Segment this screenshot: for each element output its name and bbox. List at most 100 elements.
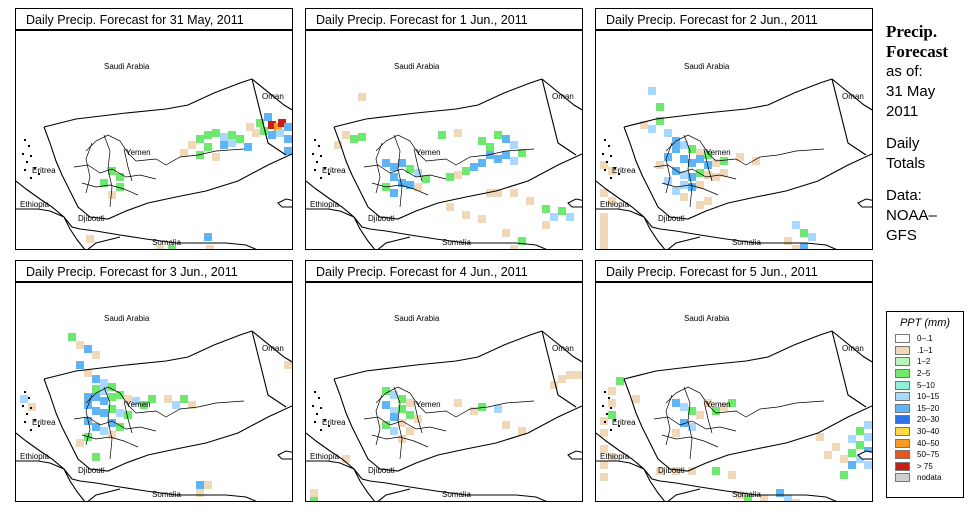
panel-title: Daily Precip. Forecast for 2 Jun., 2011 bbox=[595, 8, 873, 30]
precip-cell bbox=[382, 401, 390, 409]
island-dot bbox=[314, 169, 316, 171]
yemen-gov-2 bbox=[363, 416, 447, 432]
precip-cell bbox=[390, 163, 398, 171]
island-dot bbox=[618, 425, 620, 427]
yemen-gov-5 bbox=[371, 182, 429, 196]
precip-cell bbox=[422, 175, 430, 183]
precip-cell bbox=[566, 213, 574, 221]
precip-cell bbox=[856, 427, 864, 435]
island-dot bbox=[320, 407, 322, 409]
precip-cell bbox=[816, 433, 824, 441]
precip-cell bbox=[518, 149, 526, 157]
legend-item: 40–50 bbox=[887, 437, 963, 449]
legend-swatch bbox=[895, 461, 910, 471]
precip-cell bbox=[204, 131, 212, 139]
island-dot bbox=[604, 169, 606, 171]
legend-item: 10–15 bbox=[887, 391, 963, 403]
island-dot bbox=[38, 173, 40, 175]
yemen-gov-2 bbox=[363, 164, 447, 180]
precip-cell bbox=[220, 141, 228, 149]
precip-cell bbox=[292, 131, 293, 139]
precip-cell bbox=[116, 183, 124, 191]
legend-item: 2–5 bbox=[887, 368, 963, 380]
djibouti-border bbox=[643, 468, 666, 501]
island-dot bbox=[602, 153, 604, 155]
precip-cell bbox=[680, 419, 688, 427]
country-label-djibouti: Djibouti bbox=[78, 214, 105, 223]
island-dot bbox=[610, 155, 612, 157]
precip-cell bbox=[196, 489, 204, 497]
precip-cell bbox=[656, 103, 664, 111]
country-label-oman: Oman bbox=[262, 344, 284, 353]
yemen-coast bbox=[43, 126, 292, 220]
saudi-border bbox=[333, 78, 543, 128]
precip-cell bbox=[276, 129, 284, 137]
djibouti-border bbox=[63, 216, 86, 249]
precip-cell bbox=[470, 407, 478, 415]
island-dot bbox=[24, 139, 26, 141]
panel-title: Daily Precip. Forecast for 31 May, 2011 bbox=[15, 8, 293, 30]
map-area: Saudi Arabia Oman Yemen Eritrea Ethiopia Djib… bbox=[595, 282, 873, 502]
precip-cell bbox=[510, 245, 518, 249]
country-label-somalia: Somalia bbox=[152, 490, 181, 499]
country-label-somalia: Somalia bbox=[442, 238, 471, 247]
yemen-gov-6 bbox=[85, 394, 93, 446]
oman-border bbox=[831, 78, 872, 111]
precip-cell bbox=[688, 423, 696, 431]
yemen-gov-3 bbox=[393, 386, 403, 460]
map-boundaries bbox=[16, 330, 292, 501]
precip-cell bbox=[680, 181, 688, 189]
precip-cell bbox=[672, 145, 680, 153]
precip-cell bbox=[616, 377, 624, 385]
precip-cell bbox=[462, 167, 470, 175]
island-dot bbox=[312, 153, 314, 155]
precip-cell bbox=[188, 401, 196, 409]
precip-cell bbox=[656, 117, 664, 125]
precip-cell bbox=[116, 423, 124, 431]
africa-coast bbox=[596, 180, 837, 249]
island-dot bbox=[316, 413, 318, 415]
island-dot bbox=[606, 161, 608, 163]
djibouti-border bbox=[353, 468, 376, 501]
precip-cell bbox=[108, 167, 116, 175]
precip-cell bbox=[840, 471, 848, 479]
precip-cell bbox=[744, 495, 752, 501]
island-dot bbox=[34, 167, 36, 169]
djibouti-border bbox=[643, 216, 666, 249]
legend-label: 20–30 bbox=[917, 415, 940, 425]
precip-cell bbox=[864, 421, 872, 429]
precip-cell bbox=[632, 395, 640, 403]
data-source-line-1: Data: bbox=[886, 187, 922, 204]
precip-cell bbox=[688, 145, 696, 153]
precip-cell bbox=[704, 171, 712, 179]
precip-cell bbox=[212, 153, 220, 161]
map-area: Saudi Arabia Oman Yemen Eritrea Ethiopia Djib… bbox=[305, 282, 583, 502]
precip-cell bbox=[502, 421, 510, 429]
yemen-coast bbox=[43, 378, 292, 472]
island-dot bbox=[30, 177, 32, 179]
precip-cell bbox=[704, 151, 712, 159]
country-label-djibouti: Djibouti bbox=[78, 466, 105, 475]
precip-cell bbox=[784, 237, 792, 245]
country-label-oman: Oman bbox=[842, 344, 864, 353]
precip-cell bbox=[454, 129, 462, 137]
precip-cell bbox=[680, 171, 688, 179]
precip-cell bbox=[246, 123, 254, 131]
precip-cell bbox=[736, 491, 744, 499]
oman-yemen-border bbox=[541, 78, 577, 156]
country-label-saudi: Saudi Arabia bbox=[394, 314, 440, 323]
precip-cell bbox=[502, 135, 510, 143]
precip-cell bbox=[108, 405, 116, 413]
saudi-border bbox=[333, 330, 543, 380]
precip-cell bbox=[696, 155, 704, 163]
data-source-line-2: NOAA– bbox=[886, 207, 937, 224]
country-label-ethiopia: Ethiopia bbox=[310, 452, 339, 461]
precip-cell bbox=[390, 427, 398, 435]
socotra-island bbox=[567, 450, 582, 460]
country-label-eritrea: Eritrea bbox=[32, 166, 56, 175]
island-dot bbox=[606, 413, 608, 415]
legend-label: 15–20 bbox=[917, 403, 940, 413]
precip-cell bbox=[760, 495, 768, 501]
precip-cell bbox=[204, 481, 212, 489]
legend-swatch bbox=[895, 450, 910, 460]
